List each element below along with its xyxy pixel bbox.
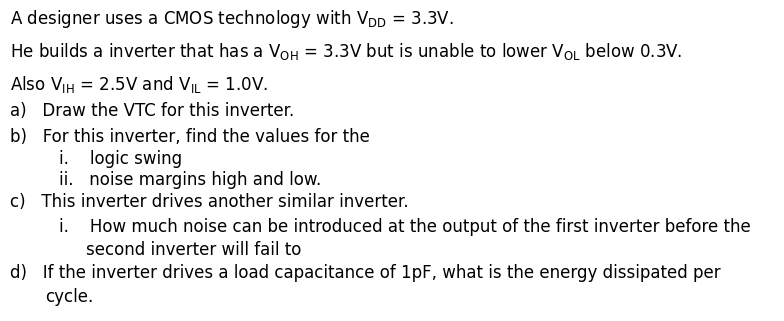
Text: b)   For this inverter, find the values for the: b) For this inverter, find the values fo…	[10, 128, 370, 146]
Text: c)   This inverter drives another similar inverter.: c) This inverter drives another similar …	[10, 193, 408, 211]
Text: ii.   noise margins high and low.: ii. noise margins high and low.	[59, 171, 321, 189]
Text: a)   Draw the VTC for this inverter.: a) Draw the VTC for this inverter.	[10, 102, 295, 120]
Text: i.    How much noise can be introduced at the output of the first inverter befor: i. How much noise can be introduced at t…	[59, 218, 750, 236]
Text: A designer uses a CMOS technology with $\mathrm{V_{DD}}$ = 3.3V.: A designer uses a CMOS technology with $…	[10, 8, 454, 30]
Text: He builds a inverter that has a $\mathrm{V_{OH}}$ = 3.3V but is unable to lower : He builds a inverter that has a $\mathrm…	[10, 41, 683, 62]
Text: second inverter will fail to: second inverter will fail to	[86, 241, 302, 259]
Text: i.    logic swing: i. logic swing	[59, 150, 182, 168]
Text: d)   If the inverter drives a load capacitance of 1pF, what is the energy dissip: d) If the inverter drives a load capacit…	[10, 264, 720, 282]
Text: cycle.: cycle.	[45, 288, 94, 306]
Text: Also $\mathrm{V_{IH}}$ = 2.5V and $\mathrm{V_{IL}}$ = 1.0V.: Also $\mathrm{V_{IH}}$ = 2.5V and $\math…	[10, 74, 268, 95]
